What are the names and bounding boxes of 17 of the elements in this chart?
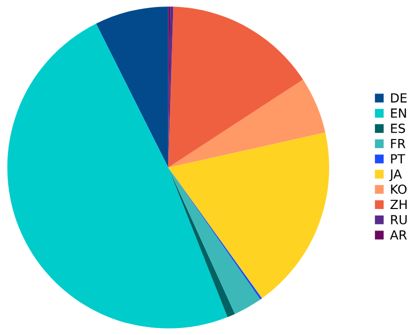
legend-label: FR — [391, 139, 406, 148]
pie-slice — [7, 24, 228, 328]
legend-label: PT — [391, 154, 406, 164]
legend-label: KO — [391, 184, 407, 194]
pie-slice — [168, 168, 235, 318]
pie-slice — [168, 6, 304, 168]
pie-slice — [168, 6, 174, 168]
legend-label: AR — [390, 230, 407, 240]
legend-label: DE — [391, 93, 407, 102]
legend-label: EN — [391, 108, 406, 118]
legend-label: JA — [389, 169, 402, 182]
legend-label: ZH — [390, 200, 407, 210]
pie-slice — [96, 6, 168, 168]
pie-slice — [168, 132, 330, 298]
legend-label: RU — [391, 215, 407, 224]
legend-label: ES — [391, 124, 406, 134]
pie-slice — [168, 80, 326, 168]
